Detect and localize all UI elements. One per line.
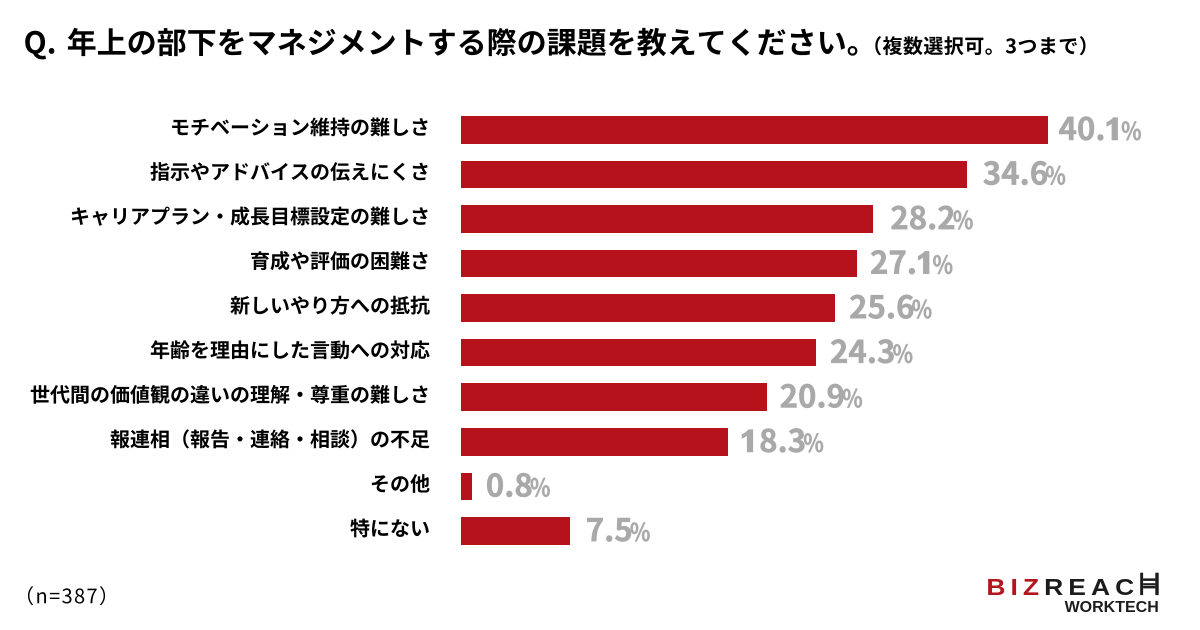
svg-text:WORKTECH: WORKTECH bbox=[1065, 599, 1159, 616]
svg-text:BIZREAC: BIZREAC bbox=[986, 575, 1139, 600]
